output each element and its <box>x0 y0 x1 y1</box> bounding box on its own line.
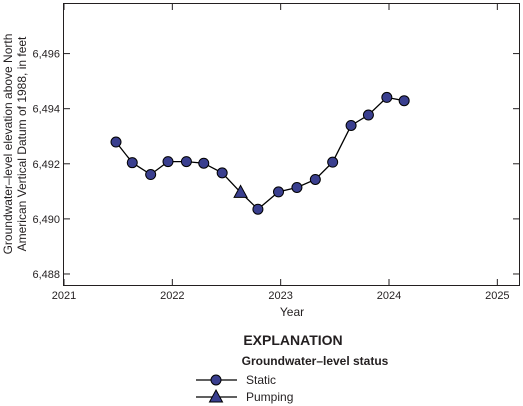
legend-static-marker <box>210 374 222 386</box>
data-point-static <box>273 186 284 198</box>
data-point-static <box>398 95 410 107</box>
data-point-static <box>252 203 264 215</box>
y-tick-label: 6,496 <box>32 49 60 61</box>
data-markers <box>110 91 410 215</box>
legend-static-label: Static <box>246 373 276 387</box>
x-tick-label: 2025 <box>485 290 509 302</box>
data-point-pumping <box>233 184 248 198</box>
data-point-static <box>198 157 210 169</box>
y-tick-label: 6,492 <box>32 159 60 171</box>
y-tick-label: 6,490 <box>32 214 60 226</box>
x-axis-title: Year <box>280 305 304 319</box>
data-point-static <box>162 156 174 168</box>
y-axis-title-line-1: Groundwater–level elevation above North <box>1 34 15 255</box>
data-point-static <box>180 156 192 168</box>
y-axis-ticks: 6,488 6,490 6,492 6,494 6,496 <box>32 49 519 281</box>
x-axis-ticks: 2021 2022 2023 2024 2025 <box>52 4 510 302</box>
data-point-static <box>110 136 122 148</box>
x-tick-label: 2022 <box>160 290 184 302</box>
data-point-static <box>327 156 339 168</box>
data-point-static <box>216 167 228 179</box>
data-point-static <box>126 157 138 169</box>
data-point-static <box>309 173 321 185</box>
x-tick-label: 2024 <box>377 290 401 302</box>
y-tick-label: 6,488 <box>32 269 60 281</box>
series-line <box>115 96 405 211</box>
y-tick-label: 6,494 <box>32 104 60 116</box>
x-tick-label: 2023 <box>268 290 292 302</box>
legend-pumping-label: Pumping <box>246 390 293 404</box>
data-point-static <box>381 91 393 103</box>
legend-pumping-marker <box>208 388 224 403</box>
plot-frame <box>63 3 520 286</box>
legend: EXPLANATION Groundwater–level status Sta… <box>196 332 389 404</box>
data-point-static <box>291 181 303 193</box>
data-point-static <box>345 119 357 131</box>
x-tick-label: 2021 <box>52 290 76 302</box>
data-point-static <box>362 109 374 121</box>
y-axis-title-line-2: American Vertical Datum of 1988, in feet <box>15 36 29 251</box>
data-point-static <box>145 169 157 181</box>
legend-subheading: Groundwater–level status <box>242 354 389 368</box>
legend-heading: EXPLANATION <box>243 332 342 348</box>
